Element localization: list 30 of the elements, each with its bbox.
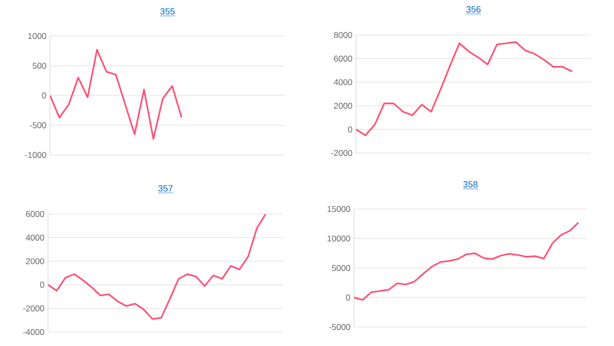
chart-title: 355	[160, 8, 175, 15]
line-series	[356, 41, 574, 136]
y-tick-label: 0	[346, 294, 350, 300]
line-series	[354, 222, 580, 301]
y-tick-label: 1000	[28, 33, 46, 39]
y-tick-label: -500	[30, 122, 46, 128]
y-tick-label: -2000	[23, 305, 44, 312]
y-tick-label: 4000	[26, 234, 44, 241]
y-tick-label: 0	[40, 282, 44, 288]
y-tick-label: 5000	[332, 265, 350, 271]
y-tick-label: -4000	[23, 329, 44, 335]
y-tick-label: 8000	[334, 32, 352, 38]
line-series	[50, 48, 182, 140]
y-tick-label: 2000	[334, 102, 352, 109]
line-series	[48, 214, 266, 320]
y-tick-label: 2000	[26, 258, 44, 264]
chart-title: 356	[466, 6, 481, 13]
y-tick-label: -2000	[331, 150, 352, 156]
y-tick-label: -1000	[25, 152, 46, 158]
y-tick-label: 10000	[328, 236, 350, 242]
y-tick-label: -5000	[329, 324, 350, 330]
y-tick-label: 0	[42, 92, 46, 98]
y-tick-label: 500	[32, 62, 46, 69]
chart-title: 358	[463, 181, 478, 188]
y-tick-label: 6000	[26, 211, 44, 217]
y-tick-label: 4000	[334, 79, 352, 86]
chart-title: 357	[158, 185, 173, 192]
y-tick-label: 0	[348, 126, 352, 132]
y-tick-label: 15000	[328, 206, 350, 212]
y-tick-label: 6000	[334, 56, 352, 62]
